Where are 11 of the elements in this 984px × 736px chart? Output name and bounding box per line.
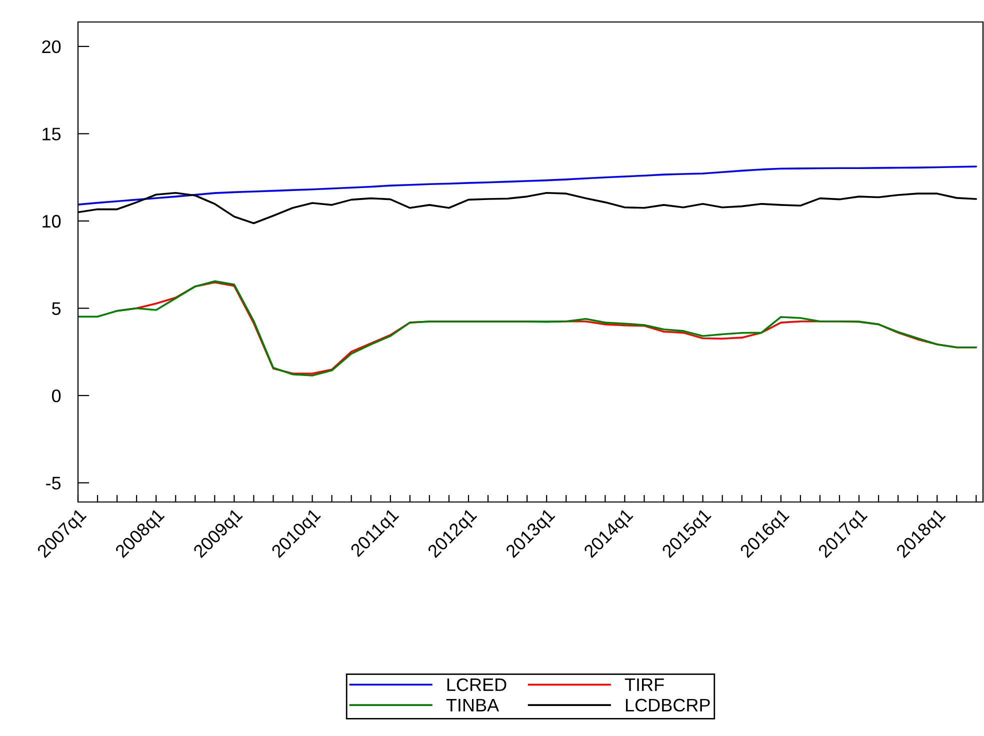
line-series xyxy=(78,166,978,206)
y-tick-label: 5 xyxy=(52,302,61,315)
legend-label: LCDBCRP xyxy=(626,698,710,712)
y-tick-label: 20 xyxy=(42,40,61,54)
legend-label: TINBA xyxy=(446,698,500,712)
y-tick-label: 15 xyxy=(42,128,61,140)
y-tick-label: -5 xyxy=(46,476,61,490)
legend-label: LCRED xyxy=(447,678,506,692)
y-tick-label: 10 xyxy=(42,214,61,228)
legend-label: TIRF xyxy=(624,678,664,691)
y-tick-label: 0 xyxy=(52,389,61,402)
